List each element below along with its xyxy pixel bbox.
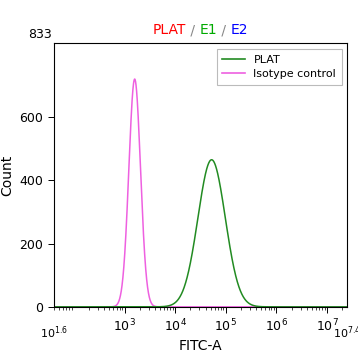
X-axis label: FITC-A: FITC-A (179, 339, 222, 353)
Text: PLAT: PLAT (153, 23, 186, 37)
Text: E2: E2 (231, 23, 248, 37)
Text: $10^{7.4}$: $10^{7.4}$ (333, 325, 358, 342)
Text: /: / (186, 23, 200, 37)
Text: $10^{1.6}$: $10^{1.6}$ (40, 325, 68, 342)
Text: /: / (217, 23, 231, 37)
Y-axis label: Count: Count (0, 155, 14, 196)
Text: 833: 833 (28, 28, 52, 41)
Text: E1: E1 (200, 23, 217, 37)
Legend: PLAT, Isotype control: PLAT, Isotype control (217, 49, 342, 85)
